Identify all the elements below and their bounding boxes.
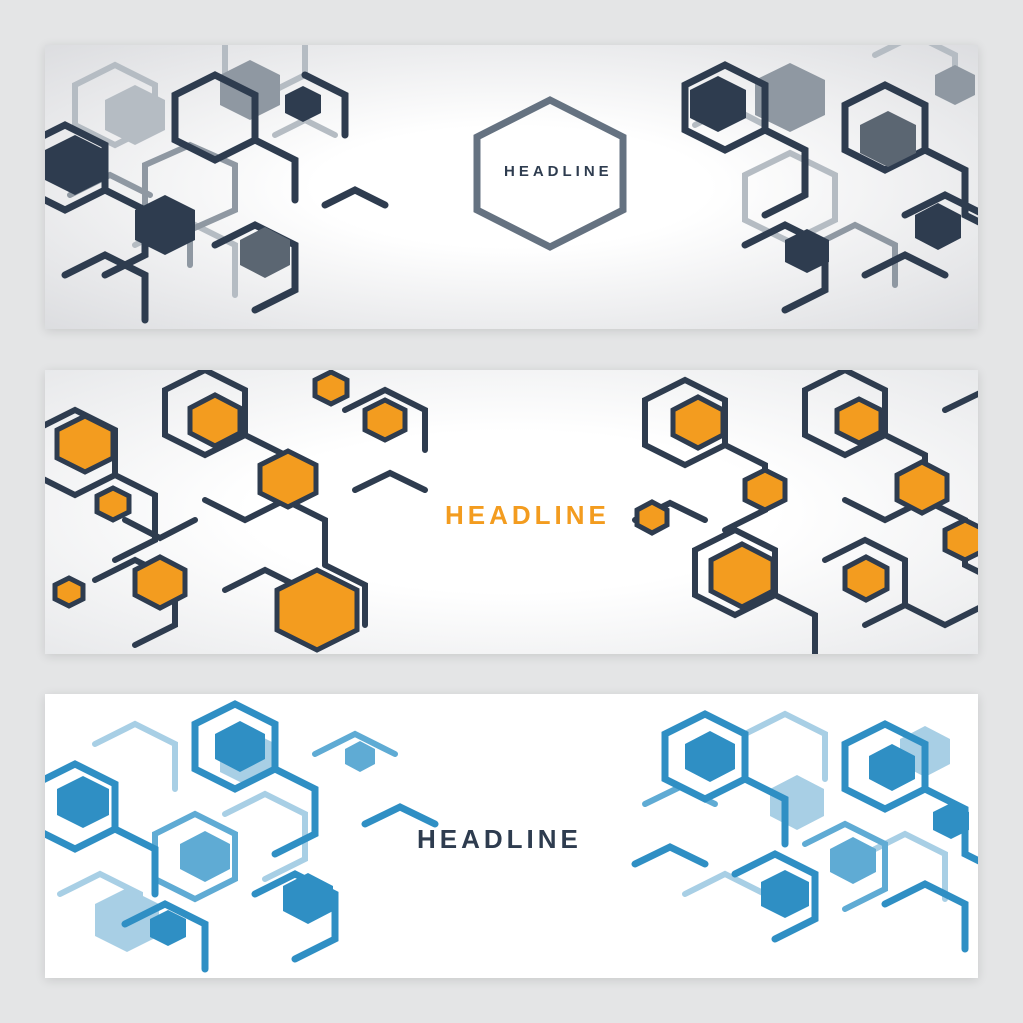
- banner-grey: HEADLINE: [45, 45, 978, 329]
- headline-blue: HEADLINE: [417, 824, 582, 855]
- banner-orange: HEADLINE: [45, 370, 978, 654]
- hex-pattern-grey: [45, 45, 978, 329]
- headline-orange: HEADLINE: [445, 500, 610, 531]
- banner-blue: HEADLINE: [45, 694, 978, 978]
- headline-grey: HEADLINE: [504, 163, 613, 180]
